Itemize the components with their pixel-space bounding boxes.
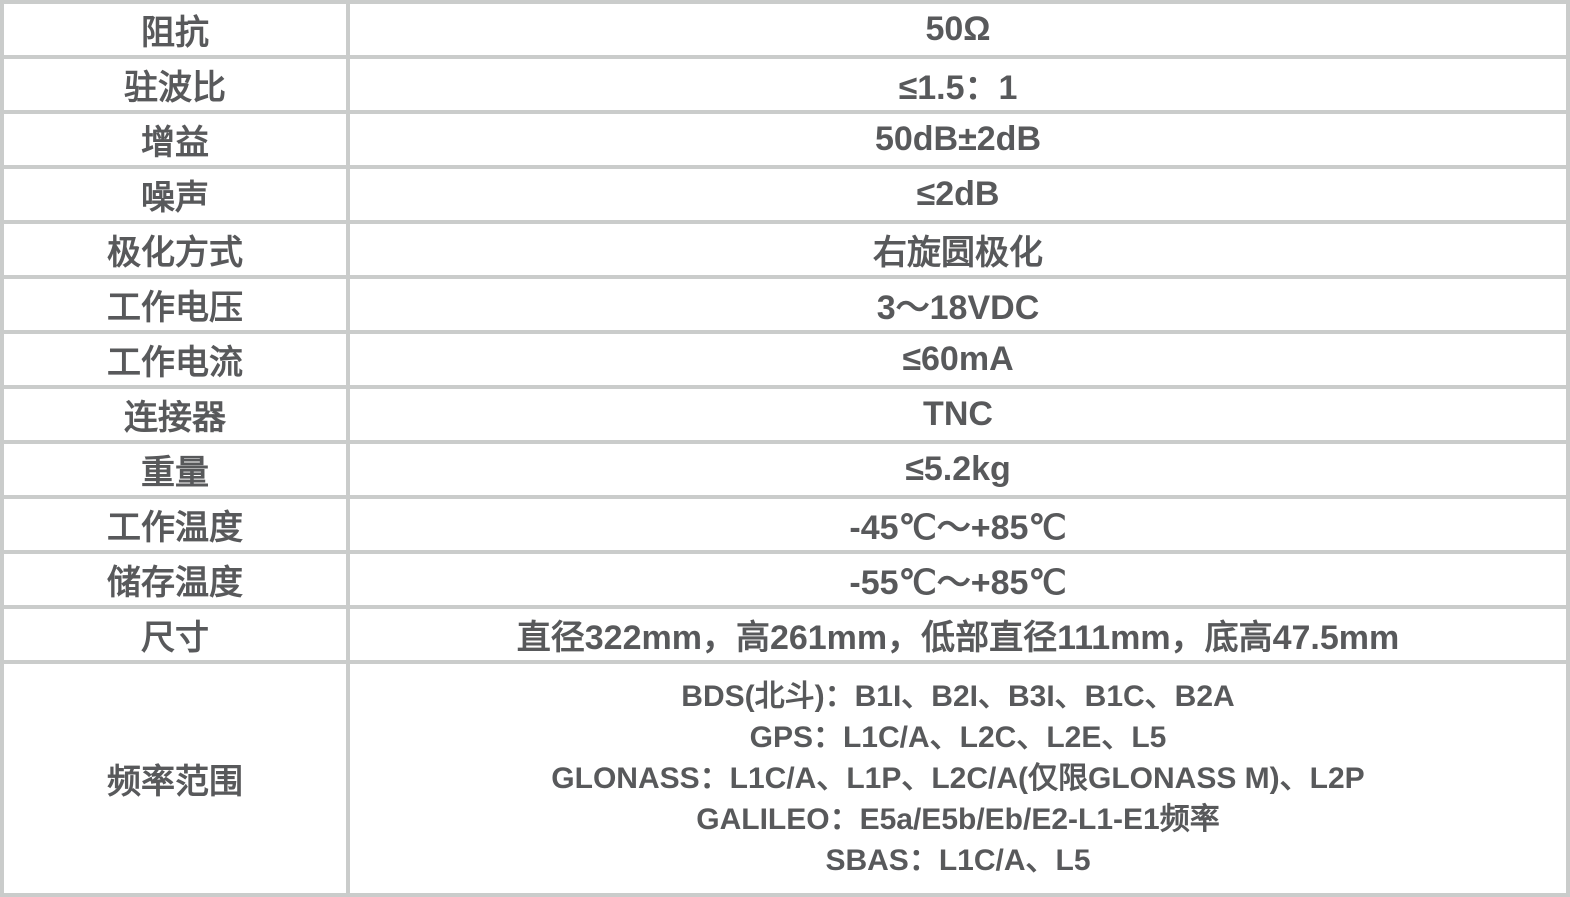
spec-value: 50Ω	[346, 0, 1570, 59]
spec-value: TNC	[346, 385, 1570, 444]
spec-label: 极化方式	[0, 220, 350, 279]
table-row: 工作温度 -45℃～+85℃	[0, 495, 1570, 554]
table-row: 工作电流 ≤60mA	[0, 330, 1570, 389]
frequency-band-line: GLONASS：L1C/A、L1P、L2C/A(仅限GLONASS M)、L2P	[551, 762, 1365, 795]
spec-label: 阻抗	[0, 0, 350, 59]
frequency-band-line: BDS(北斗)：B1I、B2I、B3I、B1C、B2A	[681, 680, 1235, 713]
frequency-band-line: SBAS：L1C/A、L5	[825, 844, 1091, 877]
spec-label: 工作电压	[0, 275, 350, 334]
table-row: 工作电压 3～18VDC	[0, 275, 1570, 334]
table-row: 极化方式 右旋圆极化	[0, 220, 1570, 279]
spec-value: ≤1.5：1	[346, 55, 1570, 114]
spec-label: 频率范围	[0, 660, 350, 897]
spec-value: -45℃～+85℃	[346, 495, 1570, 554]
spec-label: 驻波比	[0, 55, 350, 114]
frequency-band-line: GPS：L1C/A、L2C、L2E、L5	[749, 721, 1167, 754]
spec-value: 直径322mm，高261mm，低部直径111mm，底高47.5mm	[346, 605, 1570, 664]
table-row: 增益 50dB±2dB	[0, 110, 1570, 169]
spec-value: BDS(北斗)：B1I、B2I、B3I、B1C、B2A GPS：L1C/A、L2C…	[346, 660, 1570, 897]
table-row: 重量 ≤5.2kg	[0, 440, 1570, 499]
spec-label: 尺寸	[0, 605, 350, 664]
spec-label: 工作电流	[0, 330, 350, 389]
spec-label: 重量	[0, 440, 350, 499]
table-row: 频率范围 BDS(北斗)：B1I、B2I、B3I、B1C、B2A GPS：L1C/A…	[0, 660, 1570, 897]
table-row: 阻抗 50Ω	[0, 0, 1570, 59]
table-row: 驻波比 ≤1.5：1	[0, 55, 1570, 114]
spec-label: 噪声	[0, 165, 350, 224]
spec-value: ≤5.2kg	[346, 440, 1570, 499]
spec-label: 连接器	[0, 385, 350, 444]
spec-value: 3～18VDC	[346, 275, 1570, 334]
spec-value: 右旋圆极化	[346, 220, 1570, 279]
spec-value: -55℃～+85℃	[346, 550, 1570, 609]
table-row: 储存温度 -55℃～+85℃	[0, 550, 1570, 609]
spec-label: 增益	[0, 110, 350, 169]
spec-value: ≤60mA	[346, 330, 1570, 389]
spec-label: 储存温度	[0, 550, 350, 609]
table-row: 尺寸 直径322mm，高261mm，低部直径111mm，底高47.5mm	[0, 605, 1570, 664]
spec-label: 工作温度	[0, 495, 350, 554]
table-row: 噪声 ≤2dB	[0, 165, 1570, 224]
frequency-band-line: GALILEO：E5a/E5b/Eb/E2-L1-E1频率	[696, 803, 1220, 836]
spec-value: ≤2dB	[346, 165, 1570, 224]
spec-value: 50dB±2dB	[346, 110, 1570, 169]
table-row: 连接器 TNC	[0, 385, 1570, 444]
